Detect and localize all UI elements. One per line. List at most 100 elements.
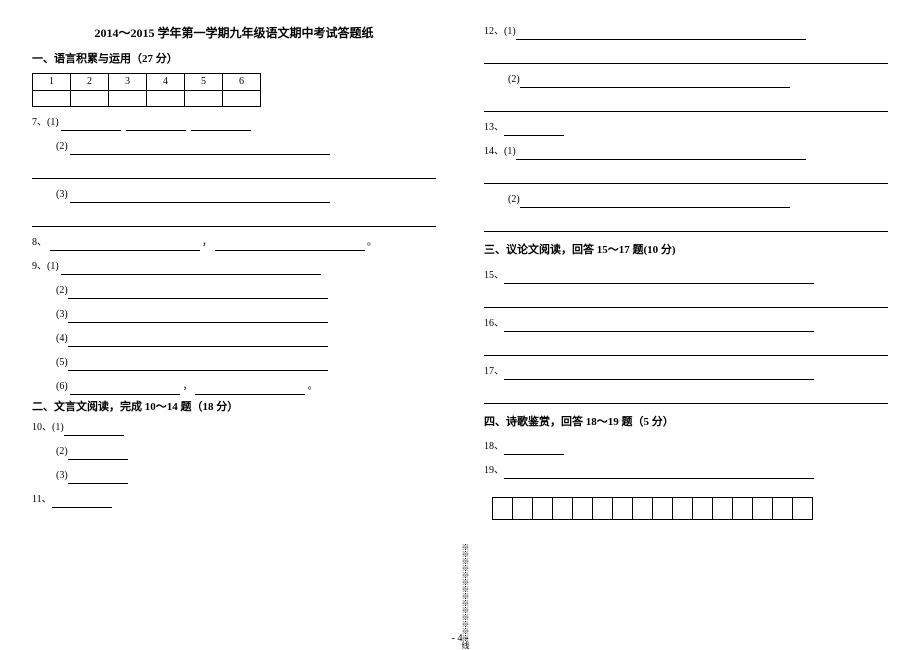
cell: 3 xyxy=(109,73,147,90)
label: (2) xyxy=(56,285,68,296)
label: (6) xyxy=(56,381,68,392)
label: (2) xyxy=(508,194,520,205)
blank-field[interactable] xyxy=(504,272,814,284)
q9-3: (3) xyxy=(56,307,436,323)
blank-field[interactable] xyxy=(504,368,814,380)
answer-line[interactable] xyxy=(484,390,888,404)
answer-line[interactable] xyxy=(484,342,888,356)
cell[interactable] xyxy=(593,498,613,520)
answer-line[interactable] xyxy=(32,213,436,227)
blank-field[interactable] xyxy=(68,287,328,299)
answer-line[interactable] xyxy=(484,294,888,308)
blank-field[interactable] xyxy=(516,28,806,40)
cell[interactable] xyxy=(773,498,793,520)
cell[interactable] xyxy=(733,498,753,520)
cell[interactable] xyxy=(533,498,553,520)
label: 19、 xyxy=(484,465,504,476)
label: (2) xyxy=(508,74,520,85)
blank-field[interactable] xyxy=(61,263,321,275)
label: 10、(1) xyxy=(32,422,64,433)
cell[interactable] xyxy=(33,90,71,106)
cell[interactable] xyxy=(109,90,147,106)
blank-field[interactable] xyxy=(215,239,365,251)
cell[interactable] xyxy=(573,498,593,520)
blank-field[interactable] xyxy=(70,143,330,155)
section-4-head: 四、诗歌鉴赏，回答 18～19 题（5 分） xyxy=(484,414,888,432)
blank-field[interactable] xyxy=(64,424,124,436)
q15: 15、 xyxy=(484,268,888,284)
blank-field[interactable] xyxy=(504,443,564,455)
blank-field[interactable] xyxy=(61,119,121,131)
cell[interactable] xyxy=(553,498,573,520)
cell[interactable] xyxy=(493,498,513,520)
blank-field[interactable] xyxy=(70,191,330,203)
cell: 1 xyxy=(33,73,71,90)
blank-field[interactable] xyxy=(52,496,112,508)
label: 11、 xyxy=(32,494,52,505)
q10-3: (3) xyxy=(56,468,436,484)
blank-field[interactable] xyxy=(520,76,790,88)
q7-1: 7、(1) xyxy=(32,115,436,131)
blank-field[interactable] xyxy=(70,383,180,395)
blank-field[interactable] xyxy=(68,359,328,371)
cell[interactable] xyxy=(753,498,773,520)
blank-field[interactable] xyxy=(68,335,328,347)
cell[interactable] xyxy=(713,498,733,520)
blank-field[interactable] xyxy=(516,148,806,160)
left-column: 2014～2015 学年第一学期九年级语文期中考试答题纸 一、语言积累与运用（2… xyxy=(32,24,436,599)
cell: 4 xyxy=(147,73,185,90)
cell[interactable] xyxy=(673,498,693,520)
blank-field[interactable] xyxy=(504,124,564,136)
q7-3-label: (3) xyxy=(56,189,68,200)
q7-2: (2) xyxy=(56,139,436,155)
cell[interactable] xyxy=(223,90,261,106)
answer-line[interactable] xyxy=(484,98,888,112)
q9-4: (4) xyxy=(56,331,436,347)
cell[interactable] xyxy=(185,90,223,106)
label: (3) xyxy=(56,309,68,320)
cell[interactable] xyxy=(653,498,673,520)
q7-3: (3) xyxy=(56,187,436,203)
answer-line[interactable] xyxy=(484,170,888,184)
answer-line[interactable] xyxy=(32,165,436,179)
cell[interactable] xyxy=(633,498,653,520)
blank-field[interactable] xyxy=(504,320,814,332)
stop: 。 xyxy=(367,237,377,248)
blank-field[interactable] xyxy=(504,467,814,479)
cell[interactable] xyxy=(147,90,185,106)
blank-field[interactable] xyxy=(50,239,200,251)
label: 17、 xyxy=(484,366,504,377)
cell: 2 xyxy=(71,73,109,90)
section-2-head: 二、文言文阅读，完成 10～14 题（18 分） xyxy=(32,399,436,417)
blank-field[interactable] xyxy=(68,448,128,460)
cell: 5 xyxy=(185,73,223,90)
q7-label: 7、(1) xyxy=(32,117,59,128)
choice-table: 1 2 3 4 5 6 xyxy=(32,73,261,107)
blank-field[interactable] xyxy=(126,119,186,131)
blank-field[interactable] xyxy=(195,383,305,395)
blank-field[interactable] xyxy=(191,119,251,131)
q7-2-label: (2) xyxy=(56,141,68,152)
composition-grid xyxy=(492,497,888,520)
label: 12、(1) xyxy=(484,26,516,37)
answer-line[interactable] xyxy=(484,218,888,232)
choice-answer-row xyxy=(33,90,261,106)
cell[interactable] xyxy=(613,498,633,520)
q12-2: (2) xyxy=(508,72,888,88)
grid-table xyxy=(492,497,813,520)
q10-2: (2) xyxy=(56,444,436,460)
blank-field[interactable] xyxy=(520,196,790,208)
page-columns: 2014～2015 学年第一学期九年级语文期中考试答题纸 一、语言积累与运用（2… xyxy=(32,24,888,599)
answer-line[interactable] xyxy=(484,50,888,64)
cell[interactable] xyxy=(793,498,813,520)
stop: 。 xyxy=(308,381,318,392)
blank-field[interactable] xyxy=(68,472,128,484)
blank-field[interactable] xyxy=(68,311,328,323)
cell[interactable] xyxy=(71,90,109,106)
label: 13、 xyxy=(484,122,504,133)
cell[interactable] xyxy=(513,498,533,520)
q9-2: (2) xyxy=(56,283,436,299)
q9-5: (5) xyxy=(56,355,436,371)
cell[interactable] xyxy=(693,498,713,520)
label: 15、 xyxy=(484,270,504,281)
